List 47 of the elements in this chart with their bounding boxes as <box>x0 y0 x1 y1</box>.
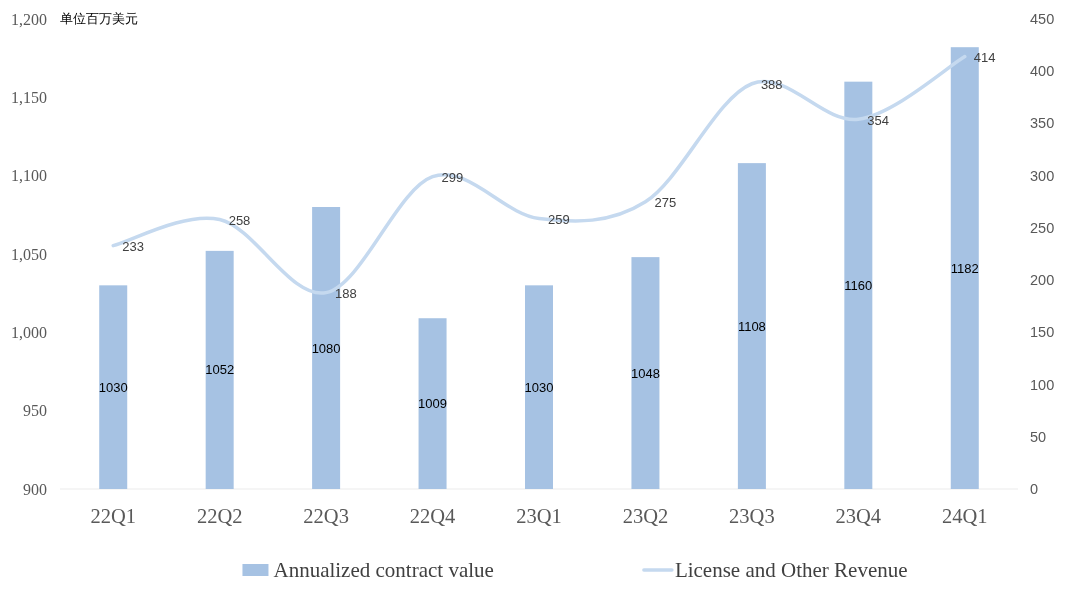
y-tick-label: 950 <box>23 402 47 420</box>
y2-tick-label: 0 <box>1030 481 1039 497</box>
y-tick-label: 1,050 <box>11 245 47 263</box>
y2-tick-label: 250 <box>1030 219 1055 236</box>
data-label: 1182 <box>950 260 979 276</box>
y2-tick-label: 100 <box>1030 376 1055 393</box>
y2-tick-label: 300 <box>1030 167 1055 184</box>
legend-label: Annualized contract value <box>273 558 494 582</box>
y-tick-label: 1,150 <box>11 88 47 106</box>
y2-tick-label: 400 <box>1030 63 1055 80</box>
data-label: 388 <box>760 77 783 93</box>
y2-tick-label: 200 <box>1030 272 1055 289</box>
x-tick-label: 23Q1 <box>516 505 562 527</box>
x-tick-label: 22Q1 <box>90 505 136 527</box>
data-label: 1160 <box>844 277 873 293</box>
x-tick-label: 22Q2 <box>196 505 243 527</box>
data-label: 258 <box>228 213 251 229</box>
data-label: 1052 <box>205 362 235 378</box>
y-tick-label: 1,200 <box>11 10 47 28</box>
data-label: 233 <box>122 239 144 255</box>
data-label: 354 <box>867 112 890 128</box>
data-label: 414 <box>973 50 996 66</box>
x-tick-label: 23Q4 <box>835 505 882 527</box>
legend-label: License and Other Revenue <box>674 558 908 582</box>
y2-tick-label: 150 <box>1030 324 1055 341</box>
data-label: 259 <box>548 211 570 227</box>
data-label: 1009 <box>418 396 448 412</box>
y-tick-label: 1,100 <box>11 167 47 185</box>
data-label: 299 <box>441 170 464 186</box>
x-tick-label: 22Q4 <box>409 505 456 527</box>
y-tick-label: 900 <box>23 480 47 498</box>
data-label: 188 <box>335 286 357 302</box>
y2-tick-label: 450 <box>1030 11 1055 27</box>
y-tick-label: 1,000 <box>11 323 47 341</box>
y2-tick-label: 350 <box>1030 115 1055 132</box>
x-tick-label: 23Q2 <box>622 505 669 527</box>
data-label: 275 <box>654 195 677 211</box>
x-tick-label: 23Q3 <box>729 505 775 527</box>
data-label: 1030 <box>98 379 128 395</box>
y-axis-title: 单位百万美元 <box>60 10 138 26</box>
x-tick-label: 24Q1 <box>942 505 988 527</box>
data-label: 1048 <box>630 365 660 381</box>
data-label: 1108 <box>737 318 766 334</box>
y2-tick-label: 50 <box>1030 428 1047 445</box>
data-label: 1030 <box>524 379 554 395</box>
data-label: 1080 <box>311 340 341 356</box>
x-tick-label: 22Q3 <box>303 505 349 527</box>
